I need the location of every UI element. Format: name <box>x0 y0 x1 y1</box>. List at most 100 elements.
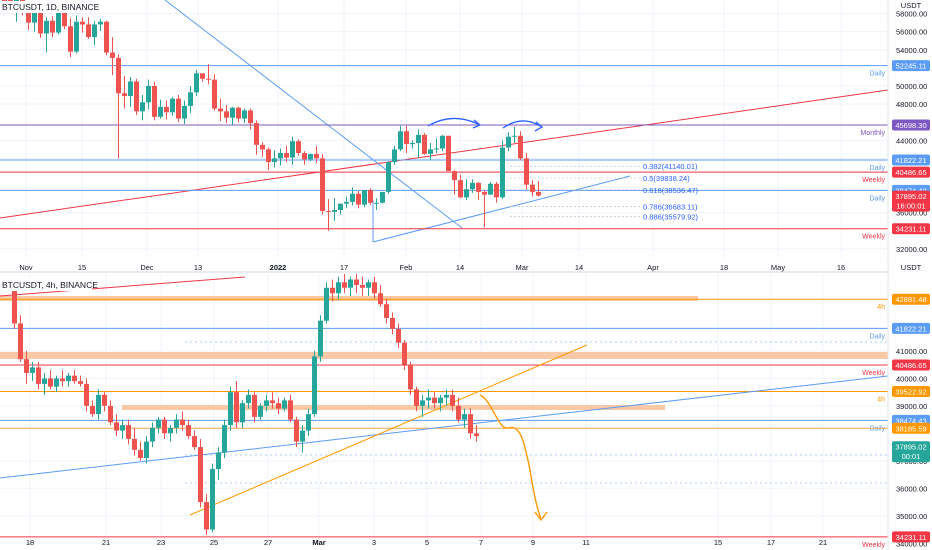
price-tick-label: 58000.00 <box>896 10 927 19</box>
candle-body <box>222 425 227 453</box>
candle-body <box>518 135 523 159</box>
candle-body <box>56 8 61 33</box>
symbol-title-text: BTCUSDT, 1D, BINANCE <box>2 2 100 12</box>
ascending-blue-trendline[interactable] <box>372 175 631 243</box>
four-hour-time-axis[interactable]: 18 21 23 25 27 Mar 3 5 7 9 11 15 17 21 <box>26 538 827 547</box>
candle-body <box>92 24 97 38</box>
daily-time-axis[interactable]: Nov 15 Dec 13 2022 17 Feb 14 Mar 14 Apr 18 May 16 <box>19 263 845 272</box>
candle-body <box>206 78 211 80</box>
candle-countdown: 00:01 <box>902 452 921 461</box>
price-tag[interactable]: 38185.59 <box>892 422 930 434</box>
price-tag[interactable]: 39522.92 <box>892 386 930 398</box>
rising-red-trendline[interactable] <box>0 89 889 219</box>
rising-orange-trendline[interactable] <box>189 344 588 516</box>
candle-body <box>296 141 301 153</box>
red-trendline-continuation[interactable] <box>0 276 246 297</box>
four-hour-chart-pane[interactable]: 4h Daily Weekly 4h Daily Weekly <box>0 274 889 549</box>
price-tag-box <box>892 531 930 543</box>
price-tag[interactable]: 40486.65 <box>892 166 930 178</box>
candle-body <box>80 21 85 25</box>
current-price-tag[interactable] <box>892 441 930 463</box>
candle-body <box>276 403 281 409</box>
candle-body <box>314 153 319 159</box>
price-tag[interactable]: 34231.11 <box>892 531 930 543</box>
time-tick-label: Apr <box>647 263 659 272</box>
arrowhead-icon <box>472 119 482 129</box>
price-tag[interactable]: 41822.21 <box>892 154 930 166</box>
price-tag-box <box>892 293 930 305</box>
resistance-zone <box>0 296 698 301</box>
candle-body <box>386 162 391 192</box>
candle-body <box>374 202 379 204</box>
price-tag[interactable]: 41822.21 <box>892 322 930 334</box>
price-tag[interactable]: 52245.11 <box>892 60 930 72</box>
price-tag[interactable]: 42881.48 <box>892 293 930 305</box>
candle-body <box>482 191 487 195</box>
candle-body <box>344 201 349 204</box>
candle-body <box>224 111 229 118</box>
price-tag-text: 34231.11 <box>896 225 927 234</box>
price-tag[interactable]: 40486.65 <box>892 359 930 371</box>
price-tag-box <box>892 60 930 72</box>
current-price-tag[interactable] <box>892 190 930 212</box>
candle-body <box>204 502 209 530</box>
candle-body <box>188 92 193 106</box>
candle-body <box>326 210 331 212</box>
candle-body <box>102 394 107 406</box>
time-tick-label: Mar <box>312 538 325 547</box>
candle-body <box>378 293 383 305</box>
candle-body <box>242 110 247 119</box>
price-tag[interactable]: 34231.11 <box>892 223 930 235</box>
candle-body <box>300 430 305 442</box>
level-label: 4h <box>877 304 885 311</box>
candle-body <box>110 52 115 58</box>
candle-body <box>410 143 415 145</box>
daily-chart-pane[interactable]: Daily Monthly Daily Weekly Daily Weekly 0.382(… <box>0 0 889 258</box>
candle-body <box>446 135 451 172</box>
price-tag-text: 42881.48 <box>895 295 926 304</box>
currency-label: USDT <box>901 263 922 272</box>
price-tick-label: 50000.00 <box>896 82 927 91</box>
candle-body <box>26 12 31 23</box>
price-tag[interactable]: 45698.30 <box>892 119 930 131</box>
candle-body <box>500 147 505 198</box>
candle-body <box>96 394 101 415</box>
candle-body <box>308 153 313 160</box>
level-label: Weekly <box>862 234 885 241</box>
candle-body <box>434 148 439 150</box>
candle-body <box>246 394 251 404</box>
four-hour-symbol-title[interactable]: BTCUSDT, 4h, BINANCE <box>0 279 98 291</box>
candle-body <box>440 135 445 149</box>
candle-body <box>462 414 467 420</box>
candle-body <box>180 419 185 426</box>
candle-body <box>524 158 529 185</box>
time-tick-label: 7 <box>479 538 483 547</box>
candle-body <box>338 203 343 211</box>
candle-body <box>194 73 199 93</box>
daily-candles <box>2 0 541 231</box>
price-tag-text: 45698.30 <box>895 121 926 130</box>
candle-body <box>476 182 481 192</box>
price-tick-label: 40000.00 <box>896 374 927 383</box>
time-tick-label: 21 <box>819 538 827 547</box>
time-tick-label: Mar <box>516 263 529 272</box>
price-tag-box <box>892 386 930 398</box>
price-tag-box <box>892 166 930 178</box>
time-tick-label: Nov <box>19 263 33 272</box>
candle-body <box>458 180 463 198</box>
daily-symbol-title[interactable]: BTCUSDT, 1D, BINANCE <box>0 1 100 13</box>
price-tag-text: 38474.43 <box>895 416 926 425</box>
candle-body <box>506 136 511 148</box>
candle-body <box>372 282 377 294</box>
time-tick-label: 15 <box>78 263 86 272</box>
candle-body <box>332 210 337 212</box>
candle-body <box>126 425 131 439</box>
rising-blue-trendline[interactable] <box>0 375 889 479</box>
candle-body <box>468 414 473 434</box>
level-label: 4h <box>877 397 885 404</box>
candle-body <box>330 287 335 294</box>
candle-body <box>474 433 479 437</box>
